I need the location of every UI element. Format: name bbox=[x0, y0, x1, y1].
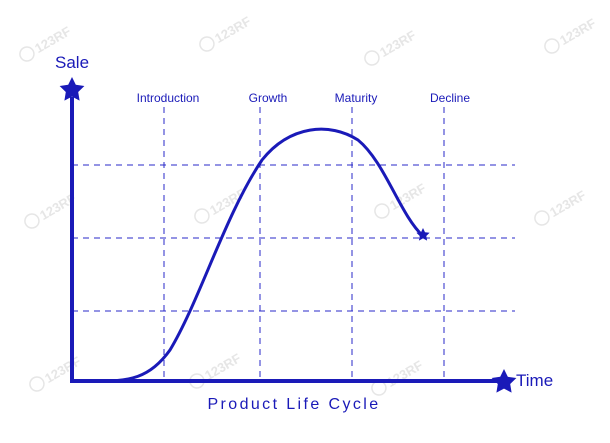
stage-label-decline: Decline bbox=[430, 91, 470, 105]
watermark-circle-icon bbox=[199, 36, 215, 52]
axes bbox=[70, 97, 500, 383]
watermark-mark: 123RF bbox=[194, 185, 248, 224]
stage-label-growth: Growth bbox=[249, 91, 288, 105]
stage-label-maturity: Maturity bbox=[335, 91, 378, 105]
watermark-mark: 123RF bbox=[364, 27, 418, 66]
watermark-text: 123RF bbox=[547, 187, 588, 220]
watermark-circle-icon bbox=[534, 210, 550, 226]
grid bbox=[72, 107, 515, 380]
x-axis-star-icon bbox=[491, 369, 517, 393]
watermark-circle-icon bbox=[544, 38, 560, 54]
watermark-text: 123RF bbox=[202, 350, 243, 383]
curve-end-star-icon bbox=[416, 228, 430, 241]
watermark-mark: 123RF bbox=[189, 350, 243, 389]
watermark-mark: 123RF bbox=[534, 187, 588, 226]
stage-label-introduction: Introduction bbox=[137, 91, 200, 105]
watermark-text: 123RF bbox=[212, 13, 253, 46]
watermark-circle-icon bbox=[194, 208, 210, 224]
watermark-mark: 123RF bbox=[29, 353, 83, 392]
diagram-title: Product Life Cycle bbox=[207, 396, 380, 413]
x-axis-label: Time bbox=[516, 371, 553, 390]
watermark-circle-icon bbox=[19, 46, 35, 62]
y-axis-label: Sale bbox=[55, 53, 89, 72]
watermark-circle-icon bbox=[24, 213, 40, 229]
watermark-circle-icon bbox=[29, 376, 45, 392]
watermark-mark: 123RF bbox=[199, 13, 253, 52]
watermark-circle-icon bbox=[189, 373, 205, 389]
watermark-mark: 123RF bbox=[544, 15, 598, 54]
watermark-text: 123RF bbox=[387, 180, 428, 213]
watermark-layer: 123RF 123RF 123RF 123RF 123RF 123RF 123R… bbox=[19, 13, 598, 396]
watermark-text: 123RF bbox=[32, 23, 73, 56]
watermark-circle-icon bbox=[374, 203, 390, 219]
watermark-text: 123RF bbox=[557, 15, 598, 48]
stage-labels: Introduction Growth Maturity Decline bbox=[137, 91, 471, 105]
watermark-text: 123RF bbox=[377, 27, 418, 60]
y-axis-star-icon bbox=[59, 77, 85, 101]
watermark-circle-icon bbox=[364, 50, 380, 66]
life-cycle-curve bbox=[90, 127, 425, 383]
watermark-mark: 123RF bbox=[371, 357, 425, 396]
watermark-text: 123RF bbox=[207, 185, 248, 218]
watermark-text: 123RF bbox=[384, 357, 425, 390]
